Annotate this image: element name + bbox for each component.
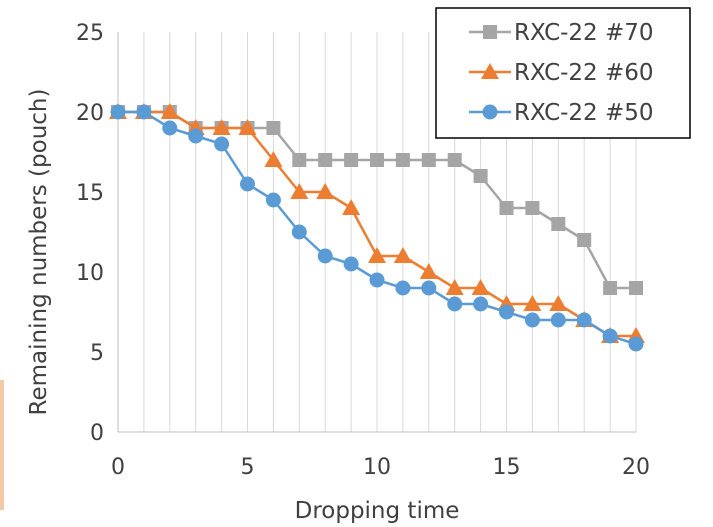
data-point-0-19	[603, 281, 618, 295]
data-point-0-8	[318, 153, 333, 167]
data-point-2-4	[214, 136, 230, 152]
data-point-1-11	[393, 247, 412, 263]
data-point-1-7	[290, 183, 309, 199]
x-tick-label-15: 15	[493, 455, 521, 480]
tick-labels: 0 5 10 15 20 25 0 5 10 15 20	[76, 21, 650, 480]
data-point-2-14	[473, 296, 489, 312]
data-point-2-16	[524, 312, 540, 328]
legend-label-1: RXC-22 #60	[514, 60, 654, 86]
data-point-0-20	[629, 281, 643, 295]
y-tick-label-15: 15	[76, 181, 104, 206]
legend-marker-1	[481, 63, 499, 79]
data-point-2-11	[395, 280, 411, 296]
data-point-2-17	[550, 312, 566, 328]
data-point-2-19	[602, 328, 618, 344]
data-point-2-3	[188, 128, 204, 144]
data-point-0-15	[499, 201, 514, 215]
data-point-2-8	[317, 248, 333, 264]
data-point-0-12	[421, 153, 436, 167]
data-point-1-14	[471, 279, 490, 295]
data-point-0-10	[370, 153, 384, 167]
data-point-1-6	[264, 151, 283, 167]
x-tick-label-20: 20	[622, 455, 650, 480]
data-point-1-16	[523, 295, 542, 311]
data-point-0-18	[577, 233, 592, 247]
y-tick-label-10: 10	[76, 261, 104, 286]
data-point-0-11	[395, 153, 410, 167]
data-point-1-17	[549, 295, 568, 311]
data-point-2-20	[628, 336, 644, 352]
y-tick-label-5: 5	[90, 341, 104, 366]
data-point-0-13	[447, 153, 462, 167]
x-tick-label-5: 5	[241, 455, 255, 480]
data-point-1-8	[316, 183, 335, 199]
data-point-2-18	[576, 312, 592, 328]
legend-label-0: RXC-22 #70	[514, 20, 654, 46]
y-tick-label-0: 0	[90, 421, 104, 446]
data-point-0-7	[292, 153, 307, 167]
data-point-0-14	[473, 169, 488, 183]
edge-decoration	[0, 380, 4, 510]
data-point-2-1	[136, 104, 152, 120]
data-point-1-9	[342, 199, 361, 215]
axes	[117, 32, 636, 433]
data-point-2-6	[265, 192, 281, 208]
data-point-1-5	[238, 119, 257, 135]
data-point-1-12	[419, 263, 438, 279]
data-point-2-7	[291, 224, 307, 240]
legend: RXC-22 #70 RXC-22 #60 RXC-22 #50	[435, 7, 691, 139]
x-axis-title: Dropping time	[295, 498, 460, 524]
series-layer	[109, 103, 645, 352]
data-point-2-2	[162, 120, 178, 136]
data-point-0-17	[551, 217, 566, 231]
y-tick-label-25: 25	[76, 21, 104, 46]
data-point-1-10	[368, 247, 386, 263]
data-point-2-15	[499, 304, 514, 320]
x-tick-label-0: 0	[111, 455, 125, 480]
data-point-1-13	[445, 279, 464, 295]
data-point-1-4	[212, 119, 231, 135]
data-point-2-12	[421, 280, 437, 296]
x-tick-label-10: 10	[363, 455, 391, 480]
data-point-0-6	[266, 121, 281, 135]
legend-marker-2	[482, 104, 498, 120]
data-point-2-5	[240, 176, 255, 192]
data-point-2-13	[447, 296, 463, 312]
data-point-2-9	[343, 256, 359, 272]
legend-marker-0	[483, 25, 497, 39]
legend-label-2: RXC-22 #50	[514, 100, 654, 126]
data-point-2-10	[369, 272, 385, 288]
data-point-1-2	[160, 103, 179, 119]
series-2	[110, 104, 644, 352]
data-point-0-16	[525, 201, 540, 215]
data-point-0-9	[344, 153, 359, 167]
y-tick-label-20: 20	[76, 101, 104, 126]
data-point-2-0	[110, 104, 126, 120]
y-axis-title: Remaining numbers (pouch)	[26, 89, 52, 416]
